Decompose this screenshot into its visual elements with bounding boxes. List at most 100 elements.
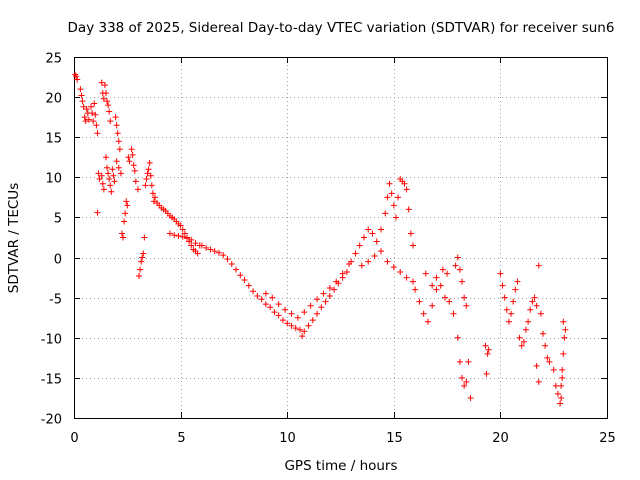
data-point: [429, 302, 436, 309]
data-point: [78, 92, 85, 99]
data-point: [288, 310, 295, 317]
data-point: [510, 298, 517, 305]
data-point: [320, 290, 327, 297]
data-point: [397, 268, 404, 275]
data-point: [145, 166, 152, 173]
data-point: [100, 186, 107, 193]
data-point: [211, 248, 218, 255]
data-point: [525, 318, 532, 325]
data-point: [559, 366, 566, 373]
data-point: [92, 111, 99, 118]
data-point: [120, 234, 127, 241]
data-point: [126, 158, 133, 165]
data-point: [262, 290, 269, 297]
data-point: [94, 209, 101, 216]
data-point: [250, 288, 257, 295]
data-point: [365, 226, 372, 233]
data-point: [301, 309, 308, 316]
data-point: [110, 172, 117, 179]
y-tick-label: -5: [49, 293, 62, 308]
data-point: [558, 394, 565, 401]
data-point: [520, 338, 527, 345]
data-point: [527, 306, 534, 313]
data-point: [373, 238, 380, 245]
grid: [74, 57, 607, 418]
data-point: [81, 114, 88, 121]
data-point: [508, 310, 515, 317]
x-axis-label: GPS time / hours: [284, 458, 397, 474]
y-tick-label: 10: [45, 172, 62, 187]
data-point: [505, 318, 512, 325]
data-point: [395, 194, 402, 201]
data-point: [459, 278, 466, 285]
data-point: [74, 76, 81, 83]
data-point: [179, 233, 186, 240]
plot-frame: [74, 57, 608, 419]
data-point: [245, 282, 252, 289]
data-point: [401, 180, 408, 187]
data-point: [459, 374, 466, 381]
data-point: [95, 170, 102, 177]
x-tick-labels: 0 5 10 15 20 25: [70, 431, 615, 446]
data-point: [171, 232, 178, 239]
data-point: [301, 328, 308, 335]
y-axis-label: SDTVAR / TECUs: [6, 183, 22, 293]
data-point: [203, 244, 210, 251]
data-point: [139, 254, 146, 261]
data-point: [192, 240, 199, 247]
data-point: [403, 186, 410, 193]
y-tick-label: 25: [45, 52, 62, 67]
axis-ticks: [74, 57, 608, 419]
data-point: [485, 346, 492, 353]
data-point: [147, 172, 154, 179]
data-point: [446, 298, 453, 305]
data-point: [314, 296, 321, 303]
data-point: [365, 258, 372, 265]
data-point: [540, 330, 547, 337]
data-point: [371, 252, 378, 259]
data-point: [454, 254, 461, 261]
data-point: [322, 298, 329, 305]
data-point: [102, 154, 109, 161]
data-point: [88, 103, 95, 110]
data-point: [271, 309, 278, 316]
data-point: [456, 266, 463, 273]
data-point: [134, 186, 141, 193]
data-point: [554, 390, 561, 397]
data-point: [450, 310, 457, 317]
y-tick-label: -15: [41, 373, 62, 388]
data-point: [128, 146, 135, 153]
data-point: [149, 190, 156, 197]
data-point: [198, 242, 205, 249]
data-point: [113, 122, 120, 129]
data-point: [117, 170, 124, 177]
data-point: [220, 252, 227, 259]
data-point: [307, 302, 314, 309]
data-point: [407, 230, 414, 237]
data-point: [503, 306, 510, 313]
data-point: [188, 236, 195, 243]
x-tick-label: 5: [177, 431, 185, 446]
data-point: [98, 79, 105, 86]
y-tick-label: 20: [45, 92, 62, 107]
data-point: [115, 164, 122, 171]
data-point: [467, 394, 474, 401]
data-point: [352, 250, 359, 257]
data-point: [429, 282, 436, 289]
x-tick-label: 25: [599, 431, 616, 446]
data-point: [305, 322, 312, 329]
data-point: [497, 270, 504, 277]
x-tick-label: 15: [386, 431, 403, 446]
data-point: [369, 230, 376, 237]
data-point: [326, 285, 333, 292]
x-tick-label: 10: [279, 431, 296, 446]
data-point: [388, 190, 395, 197]
data-point: [144, 170, 151, 177]
data-point: [433, 286, 440, 293]
data-point: [89, 110, 96, 117]
data-point: [90, 118, 97, 125]
data-point: [241, 277, 248, 284]
data-point: [461, 294, 468, 301]
data-point: [299, 333, 306, 340]
data-point: [296, 326, 303, 333]
